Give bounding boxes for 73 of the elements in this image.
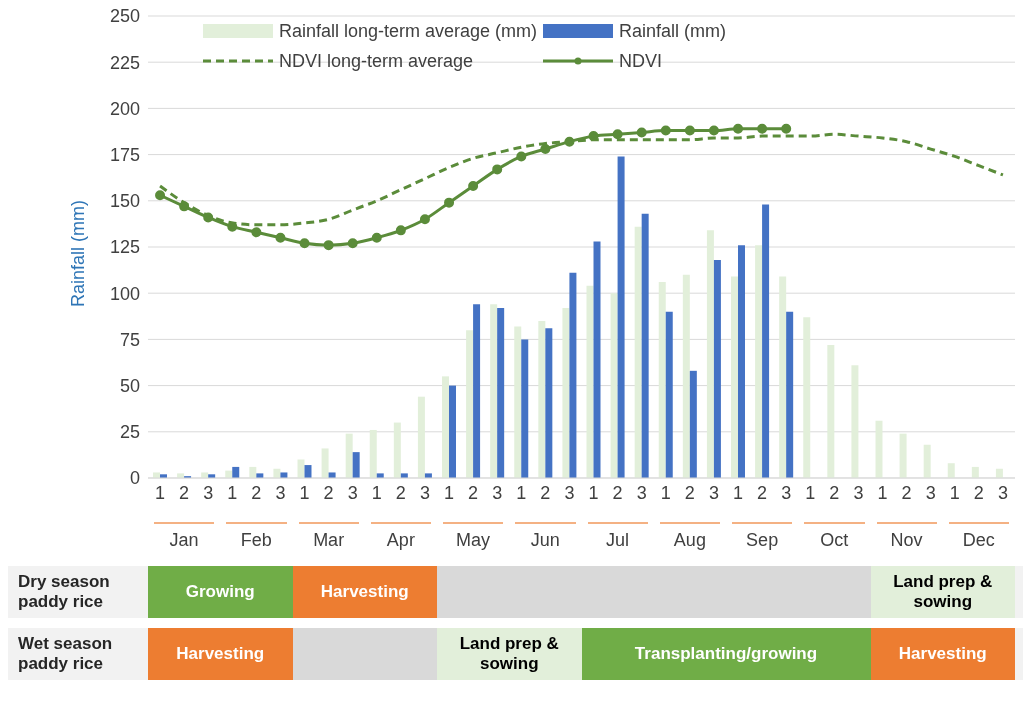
x-tick-label: 1: [371, 482, 382, 503]
x-tick-label: 2: [468, 482, 479, 503]
x-tick-label: 3: [708, 482, 719, 503]
text: Land prep & sowing: [458, 634, 560, 674]
x-tick-label: 2: [684, 482, 695, 503]
y-tick-label: 0: [129, 468, 140, 489]
x-tick-label: 1: [660, 482, 671, 503]
text: Harvesting: [320, 582, 409, 602]
x-tick-label: 3: [997, 482, 1008, 503]
text: Dry season paddy rice: [18, 572, 111, 612]
x-tick-label: 3: [419, 482, 430, 503]
x-tick-label: 2: [612, 482, 623, 503]
text: Harvesting: [898, 644, 987, 664]
text: Nov: [890, 530, 923, 551]
y-tick-label: 250: [109, 6, 140, 27]
legend-label: Rainfall (mm): [619, 20, 727, 42]
x-tick-label: 3: [564, 482, 575, 503]
text: Jun: [530, 530, 560, 551]
y-tick-label: 175: [109, 144, 140, 165]
text: Harvesting: [176, 644, 265, 664]
x-tick-label: 3: [275, 482, 286, 503]
text: Sep: [746, 530, 779, 551]
x-tick-label: 1: [227, 482, 238, 503]
x-tick-label: 3: [203, 482, 214, 503]
x-tick-label: 2: [323, 482, 334, 503]
text: Oct: [820, 530, 849, 551]
text: Growing: [185, 582, 255, 602]
x-tick-label: 2: [901, 482, 912, 503]
x-tick-label: 3: [925, 482, 936, 503]
x-tick-label: 2: [251, 482, 262, 503]
legend-label: NDVI long-term average: [279, 50, 474, 72]
text: May: [456, 530, 491, 551]
text: Dec: [962, 530, 995, 551]
x-tick-label: 2: [829, 482, 840, 503]
text: Jan: [169, 530, 199, 551]
x-tick-label: 1: [299, 482, 310, 503]
y-tick-label: 150: [109, 191, 140, 212]
y-axis-title: Rainfall (mm): [68, 199, 89, 307]
text: Feb: [240, 530, 272, 551]
x-tick-label: 1: [733, 482, 744, 503]
x-tick-label: 1: [444, 482, 455, 503]
x-tick-label: 3: [781, 482, 792, 503]
x-tick-label: 3: [636, 482, 647, 503]
x-tick-label: 2: [540, 482, 551, 503]
legend-label: Rainfall long-term average (mm): [279, 20, 538, 42]
x-tick-label: 1: [155, 482, 166, 503]
text: Land prep & sowing: [892, 572, 994, 612]
x-tick-label: 1: [805, 482, 816, 503]
legend-label: NDVI: [619, 50, 663, 72]
text: Aug: [673, 530, 706, 551]
y-tick-label: 125: [109, 237, 140, 258]
x-tick-label: 3: [853, 482, 864, 503]
x-tick-label: 1: [877, 482, 888, 503]
y-tick-label: 75: [119, 329, 140, 350]
x-tick-label: 2: [179, 482, 190, 503]
text: Wet season paddy rice: [18, 634, 114, 674]
y-tick-label: 100: [109, 283, 140, 304]
x-tick-label: 2: [973, 482, 984, 503]
x-tick-label: 1: [949, 482, 960, 503]
x-tick-label: 3: [492, 482, 503, 503]
x-tick-label: 2: [757, 482, 768, 503]
y-tick-label: 50: [119, 375, 140, 396]
x-tick-label: 2: [395, 482, 406, 503]
text: Mar: [313, 530, 345, 551]
y-tick-label: 200: [109, 98, 140, 119]
text: Jul: [606, 530, 630, 551]
x-tick-label: 1: [516, 482, 527, 503]
y-tick-label: 225: [109, 52, 140, 73]
text: Apr: [386, 530, 415, 551]
x-tick-label: 1: [588, 482, 599, 503]
text: Transplanting/growing: [634, 644, 818, 664]
y-tick-label: 25: [119, 422, 140, 443]
x-tick-label: 3: [347, 482, 358, 503]
